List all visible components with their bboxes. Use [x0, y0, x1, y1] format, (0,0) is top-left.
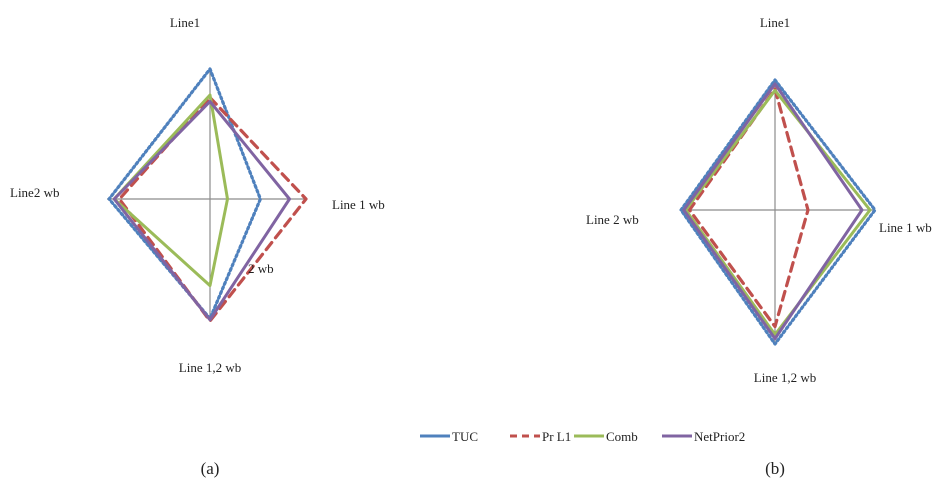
series-comb — [112, 93, 229, 288]
series-tuc — [679, 78, 877, 346]
radar-panel-b: Line1 Line 1 wb Line 1,2 wb Line 2 wb (b) — [586, 15, 932, 478]
axis-line2-wb-label: Line2 wb — [10, 185, 59, 200]
axis-overlap-label: 2 wb — [248, 261, 274, 276]
axis-line1-wb-label: Line 1 wb — [879, 220, 932, 235]
axis-line2-wb-label: Line 2 wb — [586, 212, 639, 227]
axis-line1-wb-label: Line 1 wb — [332, 197, 385, 212]
panel-label-b: (b) — [765, 459, 785, 478]
axis-line1-label: Line1 — [170, 15, 200, 30]
legend: TUC Pr L1 Comb NetPrior2 — [420, 429, 745, 444]
series-tuc — [107, 67, 262, 321]
legend-label-tuc: TUC — [452, 429, 478, 444]
axis-line12-wb-label: Line 1,2 wb — [179, 360, 241, 375]
axis-line12-wb-label: Line 1,2 wb — [754, 370, 816, 385]
axis-line1-label: Line1 — [760, 15, 790, 30]
legend-label-netprior2: NetPrior2 — [694, 429, 745, 444]
radar-panel-a: Line1 Line 1 wb Line 1,2 wb Line2 wb 2 wb (a) — [10, 15, 385, 478]
series-netprior2 — [112, 100, 291, 322]
series-pr-l1 — [117, 95, 308, 323]
legend-label-pr-l1: Pr L1 — [542, 429, 571, 444]
panel-label-a: (a) — [201, 459, 220, 478]
series-pr-l1 — [687, 87, 810, 329]
series-netprior2 — [682, 82, 864, 341]
legend-label-comb: Comb — [606, 429, 638, 444]
series-comb — [684, 88, 872, 337]
